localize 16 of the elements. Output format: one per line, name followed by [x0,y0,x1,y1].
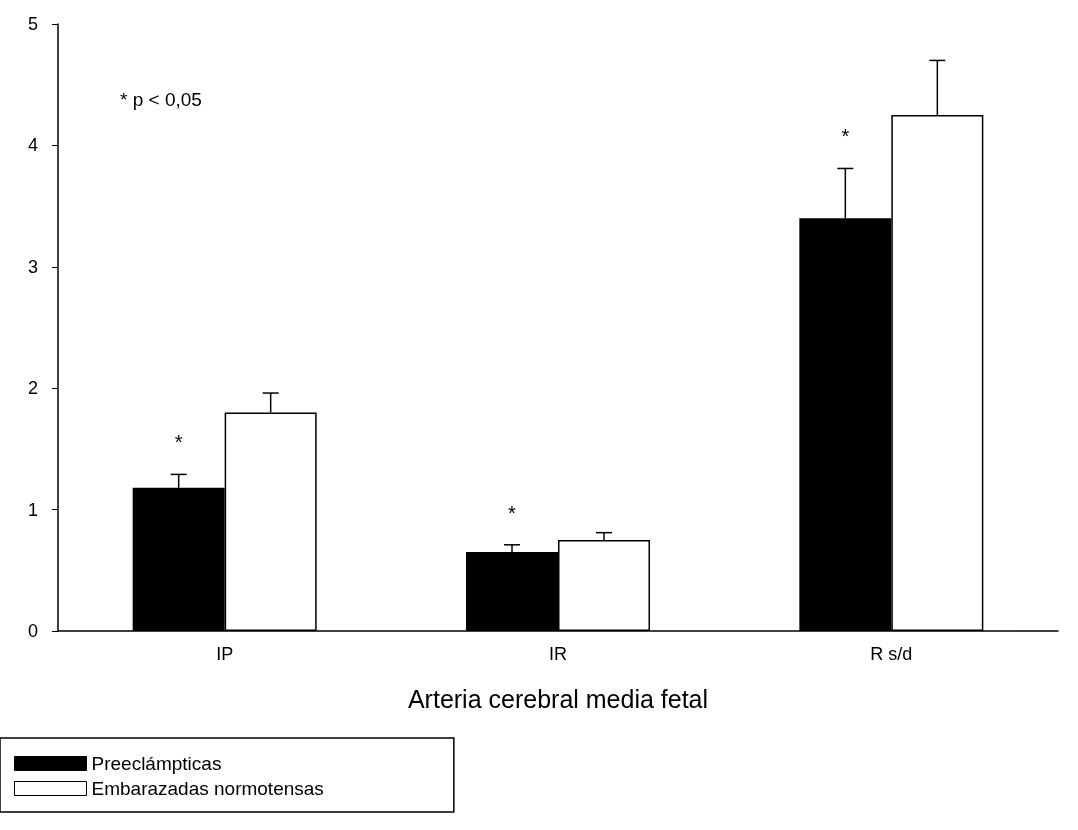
legend-label: Embarazadas normotensas [91,778,324,799]
y-tick-label: 0 [27,621,38,641]
y-tick-label: 1 [27,499,38,520]
annotation: * [174,431,183,454]
x-axis-title: Arteria cerebral media fetal [407,684,709,713]
annotation: * [841,125,850,148]
annotation: * p < 0,05 [120,89,202,110]
y-tick-label: 4 [27,135,38,156]
x-tick-label: R s/d [870,644,913,664]
y-tick-label: 3 [27,256,38,277]
annotation: * [508,501,517,524]
x-tick-label: IR [549,644,567,664]
y-tick-label: 5 [27,14,38,34]
legend-label: Preeclámpticas [91,753,222,774]
y-tick-label: 2 [27,378,38,399]
x-tick-label: IP [216,644,234,664]
